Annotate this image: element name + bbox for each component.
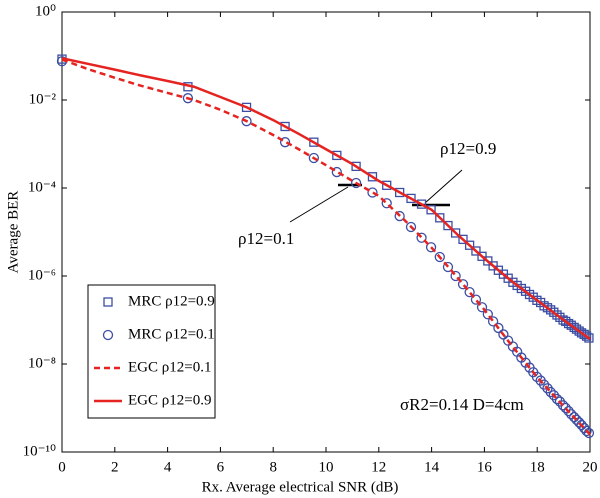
square-marker <box>471 246 481 256</box>
circle-marker <box>241 116 252 127</box>
circle-marker <box>442 261 454 273</box>
x-axis-label: Rx. Average electrical SNR (dB) <box>202 479 399 495</box>
legend-label: EGC ρ12=0.1 <box>128 359 211 375</box>
circle-marker <box>487 316 499 327</box>
square-marker <box>576 328 587 338</box>
x-tick-label: 0 <box>58 459 66 475</box>
x-tick-label: 6 <box>217 459 225 475</box>
legend-label: MRC ρ12=0.1 <box>128 326 215 342</box>
square-marker <box>382 180 392 190</box>
circle-marker <box>581 425 592 437</box>
square-marker <box>458 234 468 245</box>
square-marker <box>450 228 461 238</box>
square-marker <box>332 150 342 161</box>
square-marker <box>395 187 405 198</box>
circle-marker <box>545 386 556 398</box>
circle-marker <box>394 210 405 222</box>
circle-marker <box>576 419 587 431</box>
x-tick-label: 4 <box>164 459 172 475</box>
circle-marker <box>566 409 577 420</box>
square-marker <box>574 326 584 336</box>
x-tick-label: 16 <box>477 459 493 475</box>
circle-marker <box>464 286 475 298</box>
series-line <box>61 58 591 436</box>
legend-label: EGC ρ12=0.9 <box>128 392 211 408</box>
circle-marker <box>182 93 194 104</box>
circle-marker <box>416 232 427 243</box>
square-marker <box>443 220 453 231</box>
circle-marker <box>583 427 595 439</box>
square-marker <box>351 161 361 172</box>
circle-marker <box>279 137 291 148</box>
x-tick-label: 20 <box>583 459 598 475</box>
y-axis-label: Average BER <box>5 191 21 274</box>
square-marker <box>416 199 427 209</box>
annotation: ρ12=0.1 <box>238 229 294 248</box>
square-marker <box>406 193 416 204</box>
legend-label: MRC ρ12=0.9 <box>128 293 215 309</box>
circle-marker <box>331 166 342 178</box>
square-marker <box>549 307 559 317</box>
square-marker <box>552 310 562 320</box>
x-tick-label: 10 <box>319 459 334 475</box>
y-tick-label: 10⁻⁶ <box>28 267 56 283</box>
square-marker <box>280 121 290 132</box>
x-tick-label: 12 <box>371 459 386 475</box>
square-marker <box>241 102 252 113</box>
legend-box <box>87 284 216 419</box>
y-tick-label: 10⁻⁴ <box>28 179 56 195</box>
square-marker <box>483 256 493 266</box>
circle-marker <box>350 177 362 189</box>
series-line <box>61 57 591 341</box>
legend-marker <box>102 329 114 341</box>
legend-marker <box>103 297 113 307</box>
circle-marker <box>560 402 571 414</box>
y-tick-label: 10⁻¹⁰ <box>23 443 56 459</box>
circle-marker <box>450 270 461 282</box>
circle-marker <box>538 379 550 390</box>
y-tick-label: 10⁰ <box>35 3 56 19</box>
annotation: σR2=0.14 D=4cm <box>400 395 524 414</box>
square-marker <box>584 333 594 343</box>
square-marker <box>546 305 556 315</box>
circle-marker <box>405 221 417 233</box>
annotation: ρ12=0.9 <box>440 139 496 158</box>
square-marker <box>435 213 445 223</box>
x-tick-label: 8 <box>269 459 277 475</box>
circle-marker <box>425 242 437 253</box>
circle-marker <box>531 371 543 383</box>
y-tick-label: 10⁻⁸ <box>28 355 56 371</box>
circle-marker <box>457 279 469 290</box>
circle-marker <box>476 302 488 313</box>
circle-marker <box>551 393 563 405</box>
square-marker <box>581 331 592 341</box>
square-marker <box>309 137 319 147</box>
square-marker <box>464 240 475 250</box>
x-tick-label: 2 <box>111 459 119 475</box>
circle-marker <box>493 322 504 334</box>
circle-marker <box>470 294 482 305</box>
y-tick-label: 10⁻² <box>29 91 57 107</box>
circle-marker <box>367 187 378 198</box>
circle-marker <box>563 405 574 417</box>
square-marker <box>367 172 378 182</box>
circle-marker <box>482 309 493 320</box>
circle-marker <box>381 198 392 209</box>
circle-marker <box>434 251 445 263</box>
x-tick-label: 14 <box>424 459 440 475</box>
circle-marker <box>308 152 320 164</box>
square-marker <box>426 205 436 215</box>
circle-marker <box>557 400 569 411</box>
x-tick-label: 18 <box>530 459 545 475</box>
